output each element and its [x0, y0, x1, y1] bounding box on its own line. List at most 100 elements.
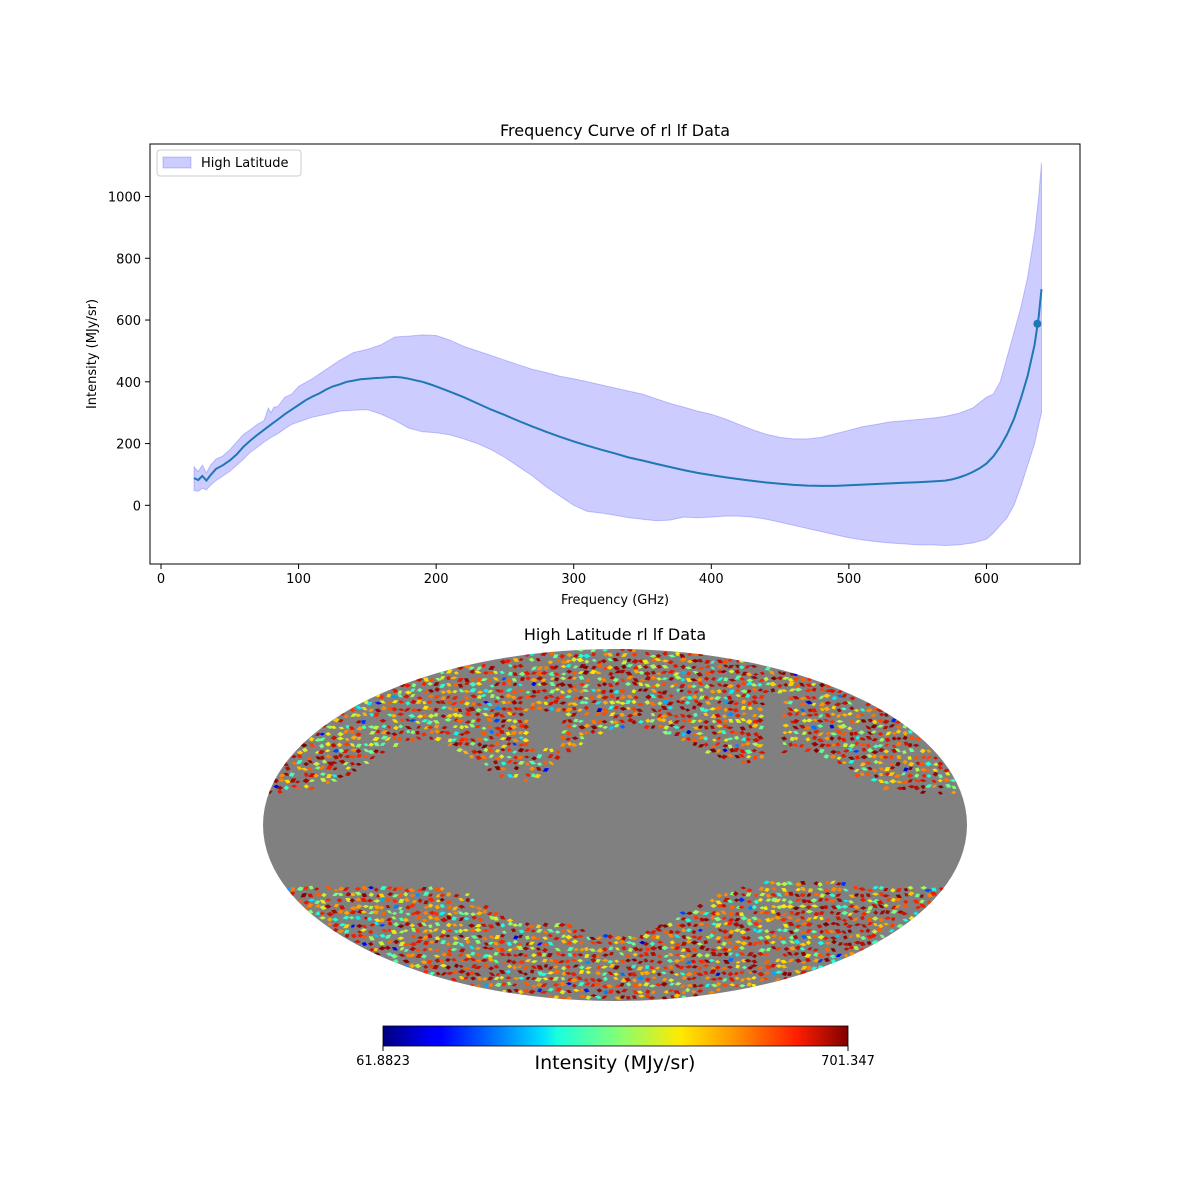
map-pixel — [739, 978, 746, 982]
map-pixel — [651, 684, 657, 688]
map-pixel — [428, 947, 433, 951]
map-pixel — [743, 665, 752, 669]
map-pixel — [805, 737, 811, 742]
map-pixel — [637, 983, 643, 987]
map-pixel — [846, 726, 853, 731]
map-pixel — [679, 684, 686, 689]
map-pixel — [806, 917, 812, 922]
map-pixel — [339, 905, 345, 910]
map-pixel — [853, 946, 859, 950]
map-pixel — [445, 922, 452, 928]
map-pixel — [512, 946, 520, 950]
map-pixel — [356, 753, 363, 758]
map-pixel — [876, 760, 884, 765]
map-pixel — [531, 756, 538, 761]
map-pixel — [540, 983, 548, 988]
map-pixel — [649, 959, 655, 963]
map-pixel — [486, 717, 494, 722]
map-pixel — [464, 678, 470, 682]
map-pixel — [360, 897, 368, 903]
map-pixel — [595, 936, 603, 940]
map-pixel — [859, 906, 867, 910]
map-pixel — [488, 957, 494, 962]
map-pixel — [317, 749, 326, 755]
map-pixel — [841, 910, 849, 916]
map-pixel — [734, 918, 741, 922]
map-pixel — [842, 942, 851, 947]
map-pixel — [859, 762, 867, 767]
map-pixel — [451, 696, 459, 700]
map-pixel — [691, 930, 697, 935]
map-pixel — [492, 916, 499, 921]
map-pixel — [342, 887, 350, 892]
map-pixel — [644, 700, 651, 705]
map-pixel — [349, 915, 355, 920]
map-pixel — [925, 784, 933, 788]
map-pixel — [740, 718, 747, 722]
map-pixel — [452, 741, 461, 747]
map-pixel — [775, 964, 783, 968]
map-pixel — [601, 972, 608, 976]
map-pixel — [488, 725, 493, 729]
map-pixel — [459, 958, 465, 962]
map-pixel — [565, 707, 573, 712]
map-pixel — [745, 672, 753, 677]
map-pixel — [573, 696, 579, 700]
map-pixel — [641, 659, 650, 665]
map-pixel — [402, 959, 410, 964]
map-pixel — [619, 982, 625, 987]
map-pixel — [817, 732, 824, 736]
map-pixel — [458, 897, 465, 902]
map-pixel — [547, 971, 555, 975]
map-pixel — [564, 934, 573, 940]
map-pixel — [505, 718, 513, 722]
map-pixel — [590, 665, 597, 670]
map-pixel — [353, 940, 362, 944]
map-pixel — [301, 747, 308, 753]
map-pixel — [415, 736, 422, 740]
map-pixel — [552, 976, 559, 981]
map-pixel — [560, 742, 567, 747]
map-pixel — [458, 964, 464, 968]
map-pixel — [540, 681, 548, 687]
map-pixel — [529, 935, 538, 940]
map-pixel — [553, 965, 559, 969]
map-pixel — [740, 958, 747, 963]
map-pixel — [337, 731, 344, 737]
map-pixel — [433, 707, 439, 712]
map-pixel — [925, 768, 931, 773]
map-pixel — [451, 738, 458, 742]
map-pixel — [734, 754, 741, 759]
map-pixel — [679, 689, 685, 693]
map-pixel — [876, 708, 884, 713]
map-pixel — [396, 712, 405, 717]
map-pixel — [355, 720, 363, 724]
map-pixel — [387, 892, 394, 897]
map-pixel — [474, 670, 482, 674]
map-pixel — [349, 906, 358, 911]
map-pixel — [733, 928, 741, 933]
map-pixel — [433, 713, 439, 717]
map-pixel — [348, 754, 357, 759]
map-pixel — [456, 747, 464, 753]
map-pixel — [332, 927, 339, 933]
map-pixel — [324, 749, 331, 753]
map-pixel — [710, 966, 716, 971]
map-pixel — [410, 730, 416, 735]
map-pixel — [541, 688, 548, 693]
map-pixel — [768, 681, 777, 687]
map-pixel — [452, 923, 458, 927]
map-pixel — [792, 934, 799, 940]
map-pixel — [494, 748, 501, 753]
map-pixel — [777, 671, 783, 675]
map-pixel — [296, 766, 302, 770]
map-pixel — [781, 887, 788, 892]
map-pixel — [600, 689, 607, 695]
map-pixel — [819, 929, 825, 934]
map-pixel — [728, 689, 735, 695]
map-pixel — [618, 688, 626, 694]
map-pixel — [427, 681, 433, 686]
map-pixel — [666, 712, 673, 716]
map-pixel — [558, 694, 565, 699]
map-pixel — [782, 730, 788, 735]
